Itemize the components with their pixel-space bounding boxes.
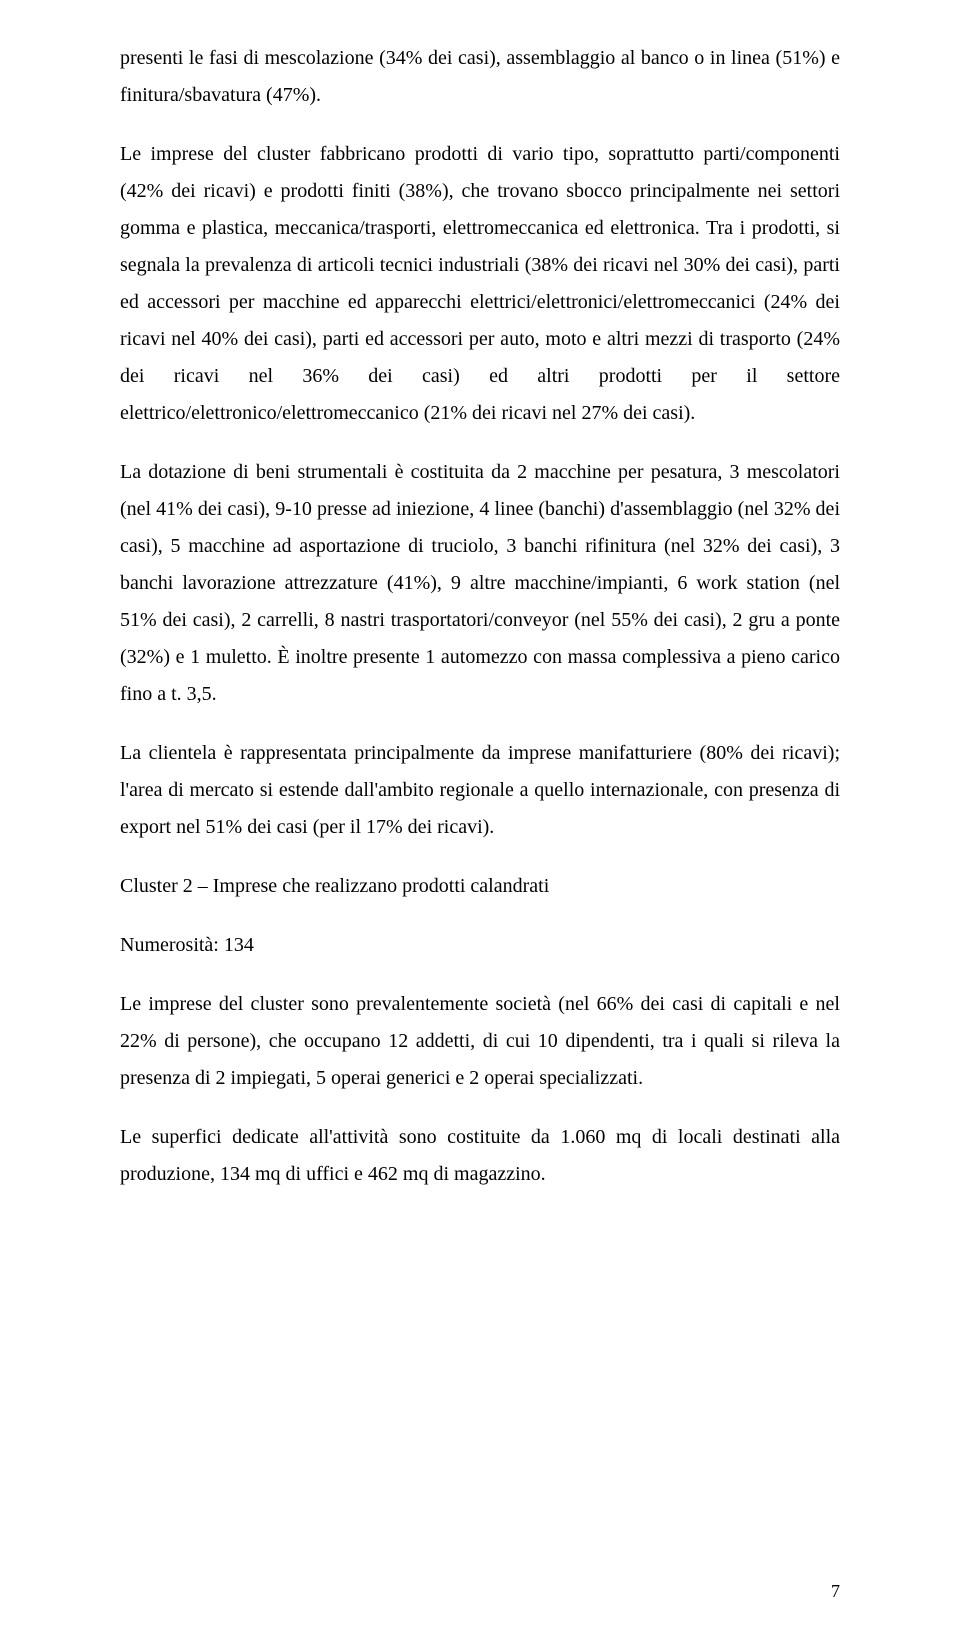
paragraph: Le imprese del cluster fabbricano prodot… <box>120 136 840 432</box>
page-number: 7 <box>831 1581 840 1602</box>
paragraph: Le imprese del cluster sono prevalenteme… <box>120 986 840 1097</box>
cluster-heading: Cluster 2 – Imprese che realizzano prodo… <box>120 868 840 905</box>
paragraph: presenti le fasi di mescolazione (34% de… <box>120 40 840 114</box>
paragraph: Le superfici dedicate all'attività sono … <box>120 1119 840 1193</box>
cluster-count: Numerosità: 134 <box>120 927 840 964</box>
document-page: presenti le fasi di mescolazione (34% de… <box>0 0 960 1632</box>
paragraph: La dotazione di beni strumentali è costi… <box>120 454 840 713</box>
paragraph: La clientela è rappresentata principalme… <box>120 735 840 846</box>
